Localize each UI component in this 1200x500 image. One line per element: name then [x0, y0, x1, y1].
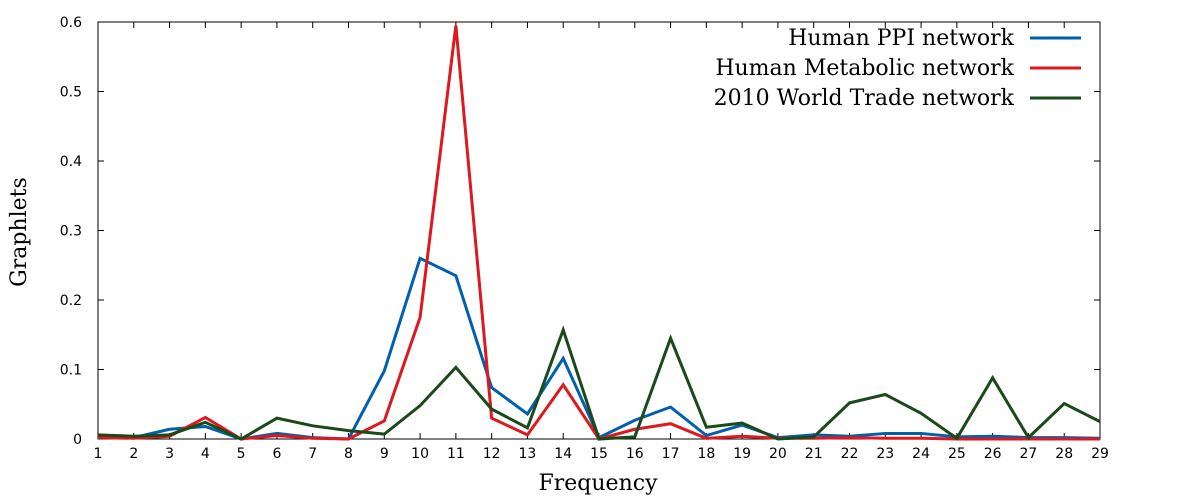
x-tick-label: 16: [626, 446, 644, 462]
y-tick-label: 0.2: [60, 293, 82, 309]
y-tick-label: 0.3: [60, 224, 82, 240]
legend: Human PPI network Human Metabolic network…: [714, 26, 1081, 111]
x-tick-label: 21: [805, 446, 823, 462]
y-tick-label: 0.4: [60, 154, 82, 170]
x-tick-label: 6: [272, 446, 281, 462]
legend-label: 2010 World Trade network: [714, 86, 1015, 111]
series-lines: [97, 25, 1101, 441]
x-tick-label: 24: [912, 446, 930, 462]
x-tick-label: 25: [948, 446, 966, 462]
axis-tick-labels: 1 2 3 4 5 6 7 8 9 10 11 12 13 14 15 16 17 18 19 20 21 22 23 24 2…: [60, 15, 1109, 462]
x-tick-label: 27: [1020, 446, 1038, 462]
x-axis-title: Frequency: [539, 471, 659, 496]
x-tick-label: 10: [411, 446, 429, 462]
x-tick-label: 18: [697, 446, 715, 462]
x-tick-label: 23: [876, 446, 894, 462]
legend-label: Human Metabolic network: [715, 56, 1014, 81]
y-tick-label: 0: [73, 432, 82, 448]
x-tick-label: 9: [380, 446, 389, 462]
x-tick-label: 17: [662, 446, 680, 462]
x-tick-label: 4: [201, 446, 210, 462]
x-tick-label: 3: [165, 446, 174, 462]
y-tick-label: 0.5: [60, 85, 82, 101]
x-tick-label: 1: [94, 446, 103, 462]
x-tick-label: 13: [519, 446, 537, 462]
y-tick-label: 0.1: [60, 363, 82, 379]
x-tick-label: 7: [308, 446, 317, 462]
plot-frame: [97, 21, 1101, 440]
y-axis-title: Graphlets: [7, 177, 32, 287]
x-tick-label: 26: [984, 446, 1002, 462]
x-tick-label: 2: [129, 446, 138, 462]
y-tick-label: 0.6: [60, 15, 82, 31]
x-tick-label: 29: [1091, 446, 1109, 462]
series-line-3: [97, 325, 1101, 441]
x-tick-label: 11: [447, 446, 465, 462]
x-tick-label: 22: [841, 446, 859, 462]
x-tick-label: 8: [344, 446, 353, 462]
plot-border: [97, 21, 1101, 440]
series-line-1: [97, 256, 1101, 441]
legend-label: Human PPI network: [788, 26, 1014, 51]
x-tick-label: 12: [483, 446, 501, 462]
x-tick-label: 20: [769, 446, 787, 462]
x-tick-label: 28: [1055, 446, 1073, 462]
x-tick-label: 15: [590, 446, 608, 462]
x-tick-label: 14: [554, 446, 572, 462]
x-tick-label: 19: [733, 446, 751, 462]
axis-ticks: [97, 21, 1101, 440]
x-tick-label: 5: [237, 446, 246, 462]
